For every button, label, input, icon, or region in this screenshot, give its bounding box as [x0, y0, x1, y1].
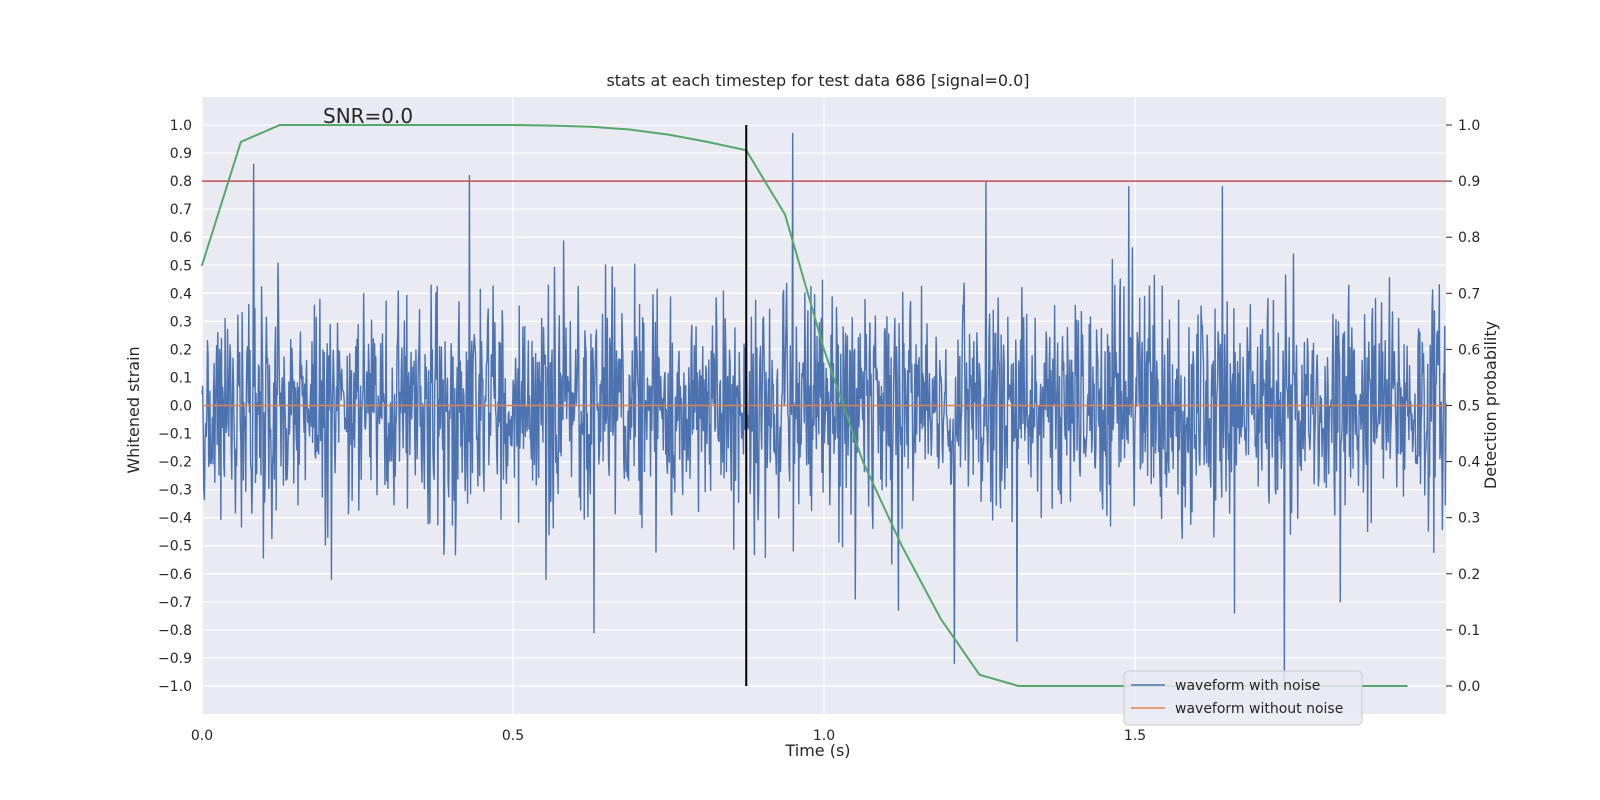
y-right-tick-label: 0.1 — [1458, 623, 1480, 639]
y-right-tick-label: 1.0 — [1458, 118, 1480, 134]
y-axis-right-label: Detection probability — [1481, 321, 1500, 489]
series-layer — [201, 132, 1447, 682]
detection-probability-point — [1406, 685, 1408, 687]
y-right-tick-label: 0.0 — [1458, 679, 1480, 695]
detection-probability-point — [1056, 685, 1059, 687]
detection-probability-point — [862, 460, 864, 463]
detection-probability-point — [201, 264, 203, 267]
detection-probability-point — [317, 124, 320, 126]
y-left-tick-label: 1.0 — [170, 118, 192, 134]
y-left-tick-label: −0.5 — [158, 539, 192, 555]
detection-probability-point — [1095, 685, 1097, 687]
y-left-tick-label: 0.4 — [170, 286, 192, 302]
detection-probability-point — [939, 617, 942, 620]
detection-probability-point — [551, 124, 553, 127]
y-left-tick-label: −0.1 — [158, 427, 192, 443]
detection-probability-point — [512, 124, 514, 126]
x-tick-label: 0.0 — [191, 728, 213, 744]
y-right-tick-label: 0.2 — [1458, 567, 1480, 583]
detection-probability-point — [395, 124, 398, 126]
snr-annotation: SNR=0.0 — [323, 104, 413, 128]
y-left-tick-label: 0.1 — [170, 370, 192, 386]
y-left-tick-label: 0.2 — [170, 342, 192, 358]
detection-probability-point — [589, 125, 592, 128]
y-axis-left-label: Whitened strain — [124, 346, 143, 473]
detection-probability-point — [434, 124, 437, 126]
y-right-tick-label: 0.5 — [1458, 399, 1480, 415]
y-right-tick-label: 0.6 — [1458, 342, 1480, 358]
detection-probability-point — [1017, 685, 1020, 687]
y-right-tick-label: 0.9 — [1458, 174, 1480, 190]
y-left-tick-label: −0.3 — [158, 483, 192, 499]
y-left-tick-label: 0.7 — [170, 202, 192, 218]
x-axis-label: Time (s) — [784, 741, 850, 760]
y-right-tick-label: 0.8 — [1458, 230, 1480, 246]
y-left-tick-label: −0.9 — [158, 651, 192, 667]
legend-box — [1123, 670, 1363, 726]
legend: waveform with noise waveform without noi… — [1123, 670, 1363, 726]
y-left-tick-label: 0.8 — [170, 174, 192, 190]
detection-probability-point — [823, 348, 825, 351]
y-left-tick-label: −0.4 — [158, 511, 192, 527]
detection-probability-point — [240, 141, 242, 143]
y-left-tick-label: 0.9 — [170, 146, 192, 162]
detection-probability-point — [900, 544, 903, 547]
detection-probability-point — [978, 673, 981, 676]
ticks: 0.0 0.5 1.0 1.5 1.0 0.9 0.8 0.7 0.6 0.5 0.4 0.3 0.2 0… — [158, 118, 1480, 744]
legend-label-noise: waveform with noise — [1175, 678, 1320, 694]
detection-probability-point — [667, 133, 670, 136]
y-left-tick-label: 0.5 — [170, 258, 192, 274]
detection-probability-point — [628, 128, 631, 131]
y-left-tick-label: −0.2 — [158, 455, 192, 471]
y-left-tick-label: −0.8 — [158, 623, 192, 639]
y-left-tick-label: −0.7 — [158, 595, 192, 611]
x-tick-label: 1.5 — [1124, 728, 1146, 744]
y-left-tick-label: 0.3 — [170, 314, 192, 330]
y-right-tick-label: 0.4 — [1458, 455, 1480, 471]
detection-probability-point — [278, 124, 281, 126]
y-left-tick-label: 0.6 — [170, 230, 192, 246]
detection-probability-point — [784, 213, 786, 216]
y-left-tick-label: −0.6 — [158, 567, 192, 583]
y-right-tick-label: 0.7 — [1458, 286, 1480, 302]
y-left-tick-label: 0.0 — [170, 399, 192, 415]
chart-title: stats at each timestep for test data 686… — [606, 71, 1029, 90]
x-tick-label: 0.5 — [502, 728, 524, 744]
y-left-tick-label: −1.0 — [158, 679, 192, 695]
x-tick-label: 1.0 — [813, 728, 835, 744]
detection-probability-point — [356, 124, 359, 126]
legend-label-clean: waveform without noise — [1175, 701, 1343, 717]
detection-probability-point — [706, 141, 709, 143]
series-waveform-with-noise — [201, 132, 1447, 682]
detection-probability-point — [473, 124, 475, 126]
detection-probability-point — [1367, 685, 1370, 687]
y-right-tick-label: 0.3 — [1458, 511, 1480, 527]
